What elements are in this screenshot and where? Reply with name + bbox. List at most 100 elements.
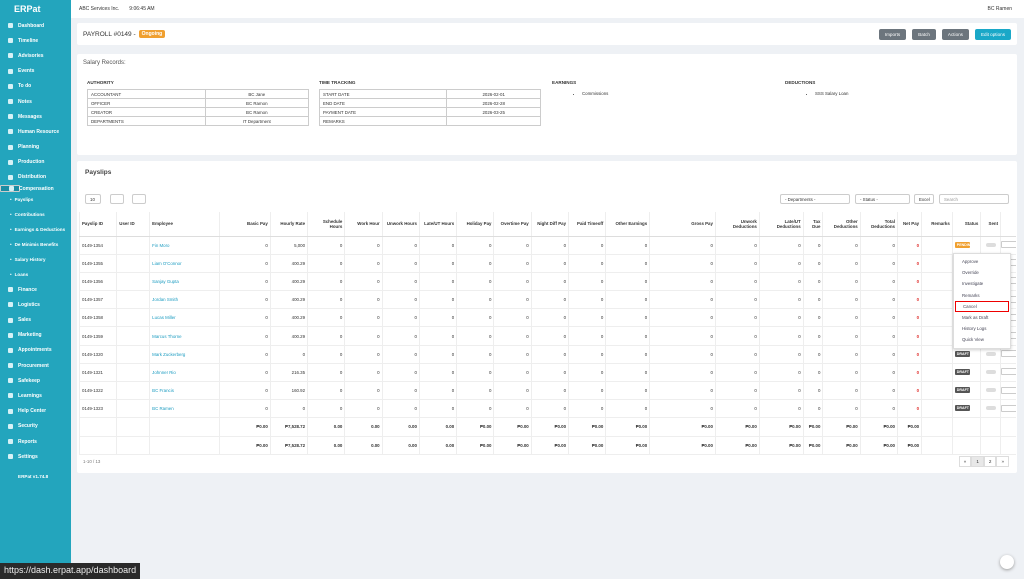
nav-item-active[interactable]: Compensation <box>0 185 54 193</box>
sub-item[interactable]: Salary History <box>0 252 71 267</box>
employee[interactable]: Mark Zuckerberg <box>149 345 220 364</box>
sent-toggle[interactable] <box>985 351 996 356</box>
menu-item[interactable]: Mark as Draft <box>962 315 989 321</box>
nav-item[interactable]: Safekeep <box>0 373 71 388</box>
nav-item[interactable]: Security <box>0 419 71 434</box>
export-button[interactable]: Excel <box>914 194 934 204</box>
action-button[interactable] <box>1001 386 1016 394</box>
employee[interactable]: Marcus Thorne <box>149 326 220 346</box>
action-button[interactable] <box>1001 404 1016 412</box>
employee[interactable]: Fin Moro <box>149 236 220 255</box>
header-button[interactable]: Actions <box>941 28 969 40</box>
user-id <box>116 254 150 273</box>
chat-button[interactable] <box>1000 555 1014 569</box>
status-filter[interactable]: - Status - <box>855 194 910 204</box>
nav-item[interactable]: Production <box>0 155 71 170</box>
employee[interactable]: Jordan Smith <box>149 290 220 310</box>
header-button[interactable]: Batch <box>912 28 936 40</box>
nav-item[interactable]: Appointments <box>0 343 71 358</box>
sent-toggle[interactable] <box>985 369 996 374</box>
sent-toggle[interactable] <box>985 406 996 411</box>
menu-item[interactable]: Remarks <box>962 292 980 298</box>
remarks <box>921 254 953 273</box>
nav-item[interactable]: Advisories <box>0 48 71 63</box>
cell: 0 <box>802 345 823 364</box>
column-header[interactable]: User ID <box>116 212 150 237</box>
search[interactable]: Search <box>939 194 1009 204</box>
menu-item[interactable]: Approve <box>962 259 979 265</box>
sub-item[interactable]: Loans <box>0 267 71 282</box>
nav-item[interactable]: Procurement <box>0 358 71 373</box>
sent-toggle[interactable] <box>985 388 996 393</box>
column-header[interactable]: Employee <box>149 212 220 237</box>
header-button[interactable]: Imports <box>878 28 907 40</box>
header-button[interactable]: Edit options <box>974 28 1011 40</box>
nav-item[interactable]: Marketing <box>0 328 71 343</box>
cell: 0 <box>307 363 345 383</box>
menu-item[interactable]: Override <box>962 270 979 276</box>
cell: 0 <box>649 381 716 401</box>
employee[interactable]: Lucas Miller <box>149 308 220 328</box>
nav-item[interactable]: Dashboard <box>0 18 71 33</box>
value: 2026-02-28 <box>446 98 541 108</box>
nav-item[interactable]: Sales <box>0 312 71 327</box>
employee[interactable]: BC Francis <box>149 381 220 401</box>
nav-item[interactable]: Finance <box>0 282 71 297</box>
cell: 0 <box>714 272 760 292</box>
cell: 0 <box>605 326 650 346</box>
page-link[interactable]: 2 <box>983 456 997 467</box>
cell: 0 <box>859 308 898 328</box>
nav-item[interactable]: Timeline <box>0 33 71 48</box>
page-link[interactable]: 1 <box>971 456 984 467</box>
employee[interactable]: Johnner Rio <box>149 363 220 383</box>
cell: 0 <box>605 381 650 401</box>
cell: 0 <box>456 399 494 419</box>
sub-item[interactable]: Contributions <box>0 207 71 222</box>
cell: 0 <box>493 254 532 273</box>
toggle-columns[interactable] <box>110 194 124 204</box>
sub-item[interactable]: Payslips <box>0 192 71 207</box>
nav-item[interactable]: Logistics <box>0 297 71 312</box>
menu-item[interactable]: Quick View <box>962 337 984 343</box>
nav-item[interactable]: Notes <box>0 94 71 109</box>
nav-item[interactable]: Settings <box>0 449 71 464</box>
nav-item[interactable]: Messages <box>0 109 71 124</box>
employee[interactable]: Liam O'Connor <box>149 254 220 273</box>
action-button[interactable] <box>1001 350 1016 358</box>
cell: 0 <box>307 236 345 255</box>
user-menu[interactable]: BC Ramen <box>987 6 1012 12</box>
next-page[interactable]: » <box>996 456 1009 467</box>
nav-item[interactable]: Reports <box>0 434 71 449</box>
nav-item[interactable]: To do <box>0 79 71 94</box>
cell: 0 <box>381 254 420 273</box>
action-button[interactable] <box>1001 241 1016 249</box>
sub-item[interactable]: De Minimis Benefits <box>0 237 71 252</box>
sub-item[interactable]: Earnings & Deductions <box>0 222 71 237</box>
sent-toggle[interactable] <box>985 242 996 247</box>
cell: 0 <box>381 326 420 346</box>
menu-item[interactable]: History Logs <box>962 326 987 332</box>
nav-item[interactable]: Planning <box>0 140 71 155</box>
nav-item[interactable]: Learnings <box>0 388 71 403</box>
employee[interactable]: Sanjay Gupta <box>149 272 220 292</box>
company[interactable]: ABC Services Inc. <box>79 6 120 12</box>
logo[interactable]: ERPat <box>14 4 41 14</box>
department-filter[interactable]: - Departments - <box>780 194 850 204</box>
nav-item[interactable]: Distribution <box>0 170 71 185</box>
nav-item[interactable]: Events <box>0 64 71 79</box>
menu-item[interactable]: Cancel <box>955 301 1009 312</box>
nav-item[interactable]: Human Resource <box>0 124 71 139</box>
menu-item[interactable]: Investigate <box>962 281 984 287</box>
cell: 0 <box>381 345 420 364</box>
employee[interactable]: BC Ramen <box>149 399 220 419</box>
cell: 0 <box>859 236 898 255</box>
payslip-table: Payslip ID User ID Employee Basic Pay Hourly… <box>78 212 1016 455</box>
status-cell: DRAFT <box>951 345 981 364</box>
action-button[interactable] <box>1001 368 1016 376</box>
cell: 0 <box>649 236 716 255</box>
prev-page[interactable]: « <box>958 456 972 467</box>
refresh[interactable] <box>132 194 146 204</box>
column-header[interactable]: Payslip ID <box>78 212 117 237</box>
nav-item[interactable]: Help Center <box>0 404 71 419</box>
page-size[interactable]: 10 <box>85 194 101 204</box>
